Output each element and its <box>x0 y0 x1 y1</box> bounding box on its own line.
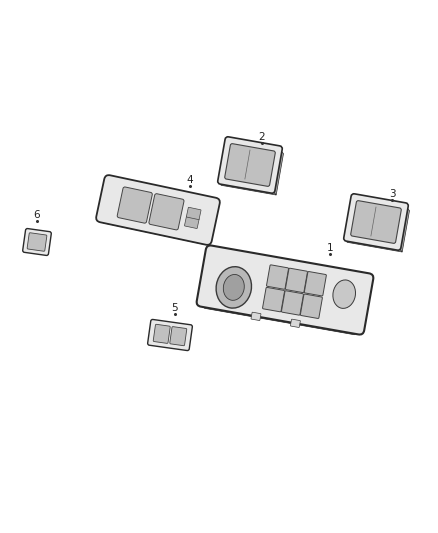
Polygon shape <box>398 206 410 252</box>
FancyBboxPatch shape <box>184 216 199 229</box>
FancyBboxPatch shape <box>117 187 152 223</box>
FancyBboxPatch shape <box>170 327 187 346</box>
Ellipse shape <box>216 266 251 308</box>
Ellipse shape <box>223 274 244 300</box>
Ellipse shape <box>333 280 356 309</box>
FancyBboxPatch shape <box>351 200 401 244</box>
FancyBboxPatch shape <box>282 290 304 315</box>
FancyBboxPatch shape <box>286 268 307 293</box>
Polygon shape <box>101 217 207 244</box>
FancyBboxPatch shape <box>304 271 326 296</box>
Polygon shape <box>272 149 283 195</box>
FancyBboxPatch shape <box>148 319 192 351</box>
FancyBboxPatch shape <box>153 324 170 343</box>
FancyBboxPatch shape <box>262 287 285 312</box>
FancyBboxPatch shape <box>27 233 47 251</box>
FancyBboxPatch shape <box>344 194 408 250</box>
Text: 1: 1 <box>327 243 333 253</box>
FancyBboxPatch shape <box>225 144 275 187</box>
Text: 6: 6 <box>34 210 40 220</box>
Polygon shape <box>202 302 359 335</box>
FancyBboxPatch shape <box>300 294 322 318</box>
Text: 3: 3 <box>389 189 396 199</box>
Polygon shape <box>347 238 402 252</box>
FancyBboxPatch shape <box>187 207 201 220</box>
Text: 2: 2 <box>259 132 265 142</box>
FancyBboxPatch shape <box>290 319 300 327</box>
FancyBboxPatch shape <box>96 175 220 245</box>
FancyBboxPatch shape <box>218 137 282 193</box>
Text: 5: 5 <box>172 303 178 313</box>
FancyBboxPatch shape <box>251 312 261 320</box>
FancyBboxPatch shape <box>149 193 184 230</box>
FancyBboxPatch shape <box>23 229 51 255</box>
FancyBboxPatch shape <box>197 246 373 335</box>
FancyBboxPatch shape <box>267 265 289 289</box>
Text: 4: 4 <box>187 175 193 185</box>
Polygon shape <box>221 181 276 195</box>
